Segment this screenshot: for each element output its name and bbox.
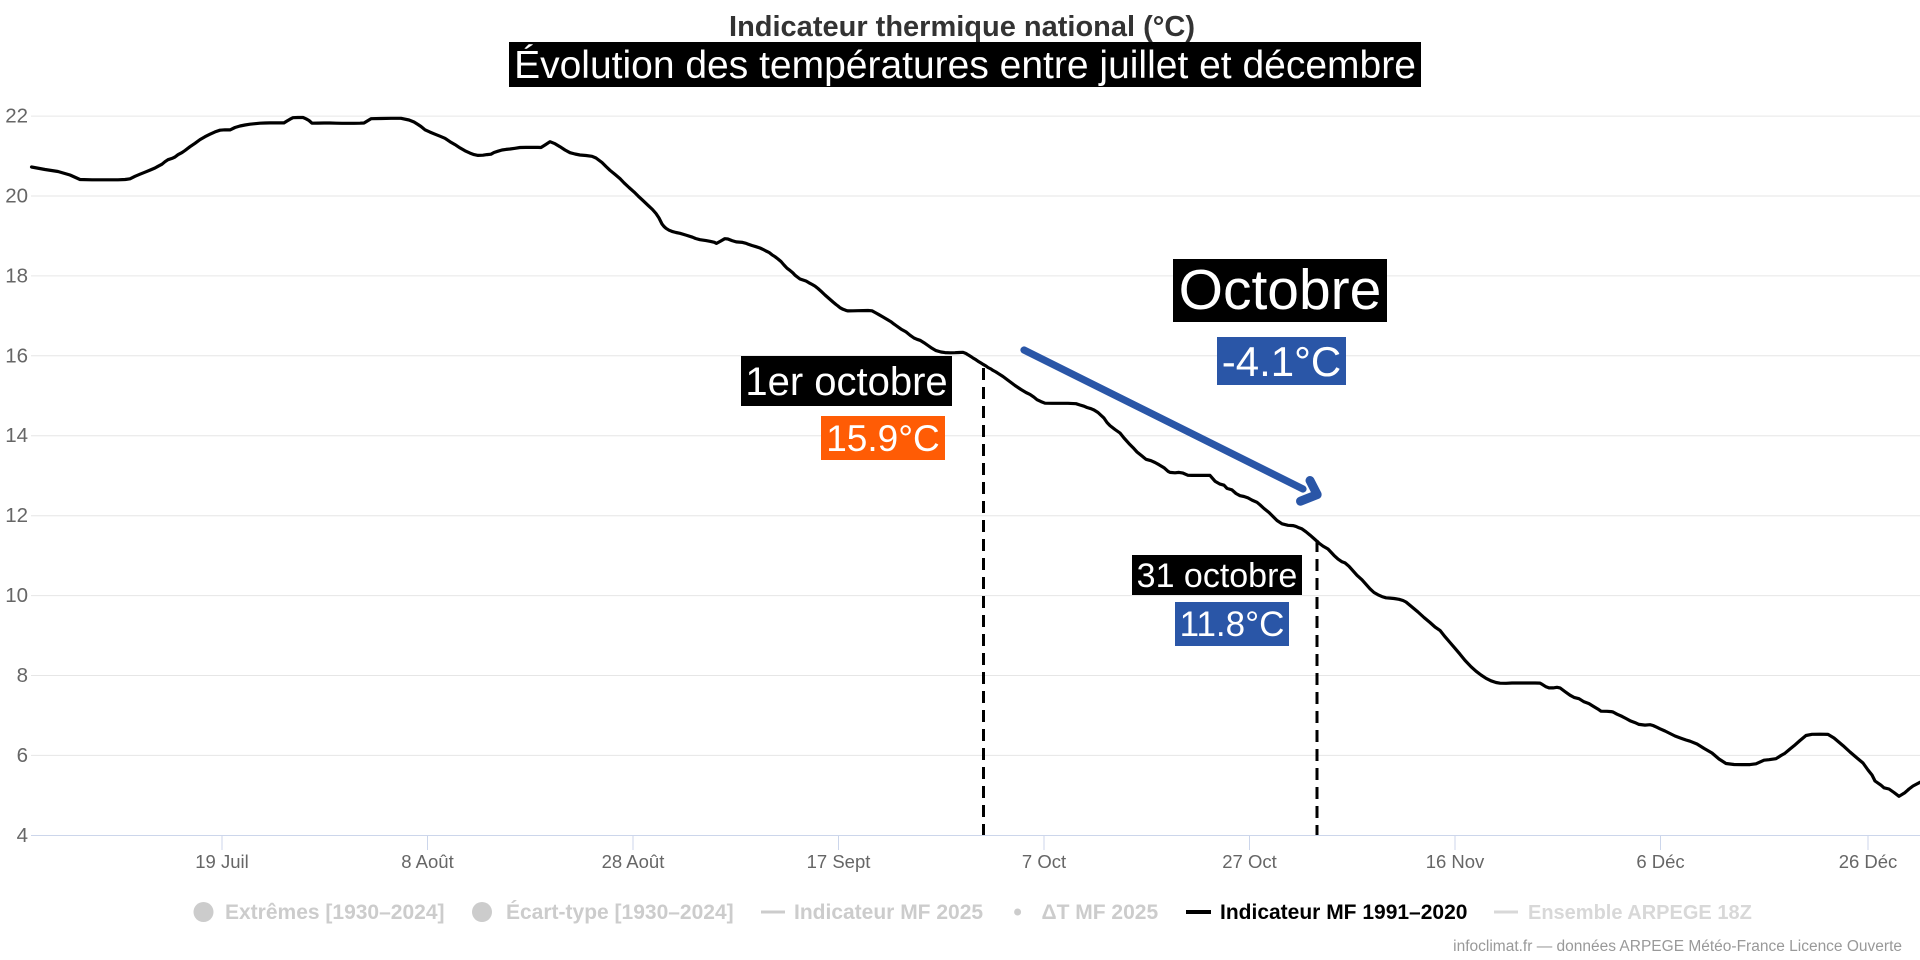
svg-text:-4.1°C: -4.1°C bbox=[1222, 338, 1342, 385]
svg-text:14: 14 bbox=[5, 424, 28, 447]
svg-text:26 Déc: 26 Déc bbox=[1839, 851, 1898, 872]
svg-text:6: 6 bbox=[17, 744, 28, 767]
svg-text:Ensemble ARPEGE 18Z: Ensemble ARPEGE 18Z bbox=[1528, 902, 1752, 924]
svg-text:18: 18 bbox=[5, 264, 28, 287]
svg-text:Écart-type [1930–2024]: Écart-type [1930–2024] bbox=[506, 901, 734, 924]
svg-text:infoclimat.fr — données ARPEGE: infoclimat.fr — données ARPEGE Météo-Fra… bbox=[1453, 938, 1902, 955]
svg-text:31 octobre: 31 octobre bbox=[1137, 557, 1298, 595]
svg-text:27 Oct: 27 Oct bbox=[1222, 851, 1277, 872]
svg-text:6 Déc: 6 Déc bbox=[1636, 851, 1684, 872]
svg-text:Indicateur MF 1991–2020: Indicateur MF 1991–2020 bbox=[1220, 901, 1467, 924]
svg-text:22: 22 bbox=[5, 105, 28, 128]
svg-text:Indicateur thermique national: Indicateur thermique national (°C) bbox=[729, 11, 1195, 43]
svg-text:ΔT MF 2025: ΔT MF 2025 bbox=[1042, 901, 1159, 924]
svg-text:Évolution des températures ent: Évolution des températures entre juillet… bbox=[514, 44, 1416, 87]
svg-text:8 Août: 8 Août bbox=[401, 851, 453, 872]
svg-text:10: 10 bbox=[5, 584, 28, 607]
svg-text:Indicateur MF 2025: Indicateur MF 2025 bbox=[794, 901, 983, 924]
svg-text:Octobre: Octobre bbox=[1179, 258, 1382, 322]
svg-text:4: 4 bbox=[17, 824, 28, 847]
svg-text:12: 12 bbox=[5, 504, 28, 527]
svg-text:15.9°C: 15.9°C bbox=[826, 418, 940, 459]
svg-text:1er octobre: 1er octobre bbox=[745, 360, 947, 404]
svg-text:28 Août: 28 Août bbox=[602, 851, 665, 872]
svg-text:7 Oct: 7 Oct bbox=[1022, 851, 1066, 872]
svg-text:16 Nov: 16 Nov bbox=[1426, 851, 1485, 872]
svg-text:11.8°C: 11.8°C bbox=[1180, 605, 1285, 644]
svg-text:Extrêmes [1930–2024]: Extrêmes [1930–2024] bbox=[225, 901, 445, 924]
svg-text:19 Juil: 19 Juil bbox=[195, 851, 248, 872]
svg-text:16: 16 bbox=[5, 344, 28, 367]
svg-text:20: 20 bbox=[5, 185, 28, 208]
svg-text:8: 8 bbox=[17, 664, 28, 687]
svg-text:17 Sept: 17 Sept bbox=[807, 851, 871, 872]
